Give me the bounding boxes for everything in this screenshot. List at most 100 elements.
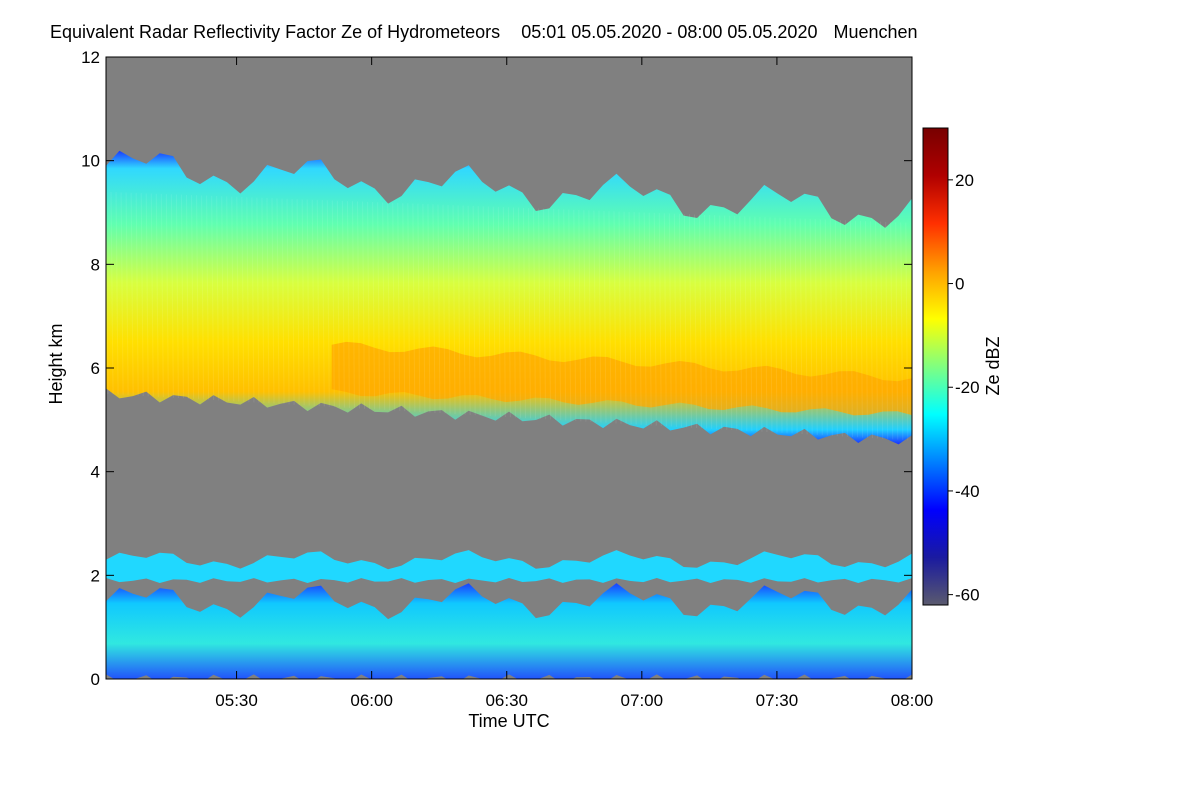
fall-streak: [543, 208, 547, 420]
fall-streak: [578, 210, 582, 422]
fall-streak: [477, 206, 481, 416]
fall-streak: [839, 220, 843, 437]
fall-streak: [824, 219, 828, 436]
fall-streak: [623, 211, 627, 424]
fall-streak: [683, 214, 687, 428]
fall-streak: [472, 205, 476, 416]
fall-streak: [809, 218, 813, 435]
x-tick-label: 08:00: [891, 691, 934, 710]
fall-streak: [382, 202, 386, 410]
fall-streak: [301, 199, 305, 406]
fall-streak: [120, 192, 124, 395]
title-main: Equivalent Radar Reflectivity Factor Ze …: [50, 22, 501, 42]
fall-streak: [512, 207, 516, 418]
colorbar-tick-label: 20: [955, 171, 974, 190]
fall-streak: [236, 196, 240, 402]
fall-streak: [397, 203, 401, 411]
fall-streak: [155, 193, 159, 397]
fall-streak: [150, 193, 154, 397]
fall-streak: [860, 220, 863, 438]
fall-streak: [246, 197, 250, 403]
fall-streak: [437, 204, 441, 414]
fall-streak: [528, 208, 532, 419]
fall-streak: [206, 195, 210, 400]
fall-streak: [608, 211, 612, 424]
y-tick-label: 12: [81, 48, 100, 67]
fall-streak: [482, 206, 486, 416]
fall-streak: [804, 218, 808, 435]
fall-streak: [367, 201, 371, 410]
x-tick-label: 07:30: [756, 691, 799, 710]
fall-streak: [336, 200, 340, 408]
x-tick-label: 06:30: [485, 691, 528, 710]
fall-streak: [794, 218, 798, 434]
fall-streak: [603, 210, 607, 423]
fall-streak: [865, 221, 869, 438]
fall-streak: [357, 201, 360, 409]
fall-streak: [271, 198, 275, 404]
fall-streak: [648, 212, 652, 426]
x-tick-label: 06:00: [350, 691, 393, 710]
fall-streak: [789, 218, 793, 434]
fall-streak: [266, 197, 270, 404]
fall-streak: [517, 207, 521, 418]
y-tick-label: 10: [81, 152, 100, 171]
fall-streak: [140, 193, 144, 396]
fall-streak: [372, 202, 376, 410]
fall-streak: [402, 203, 406, 412]
fall-streak: [834, 219, 838, 437]
fall-streak: [558, 209, 562, 421]
fall-streak: [653, 212, 657, 426]
title-location: Muenchen: [833, 22, 918, 42]
fall-streak: [432, 204, 436, 413]
fall-streak: [854, 220, 858, 438]
fall-streak: [663, 213, 667, 427]
fall-streak: [885, 221, 889, 440]
y-tick-label: 2: [91, 566, 100, 585]
fall-streak: [814, 219, 818, 435]
fall-streak: [714, 215, 718, 430]
fall-streak: [507, 207, 511, 418]
fall-streak: [170, 194, 174, 398]
chart-title: Equivalent Radar Reflectivity Factor Ze …: [50, 22, 934, 43]
fall-streak: [628, 211, 632, 425]
fall-streak: [734, 216, 738, 431]
fall-streak: [452, 205, 456, 415]
colorbar-tick-label: -20: [955, 378, 980, 397]
fall-streak: [261, 197, 265, 403]
colorbar-tick-label: 0: [955, 275, 964, 294]
fall-streak: [779, 217, 783, 433]
fall-streak: [165, 194, 169, 398]
fall-streak: [749, 216, 753, 432]
fall-streak: [774, 217, 778, 433]
fall-streak: [613, 211, 617, 424]
fall-streak: [870, 221, 874, 439]
fall-streak: [125, 192, 129, 396]
fall-streak: [422, 203, 426, 413]
fall-streak: [442, 204, 446, 414]
x-tick-label: 05:30: [215, 691, 258, 710]
fall-streak: [784, 217, 788, 434]
fall-streak: [296, 199, 300, 405]
fall-streak: [211, 195, 215, 401]
fall-streak: [799, 218, 803, 435]
fall-streak: [759, 216, 763, 432]
fall-streak: [764, 217, 768, 433]
fall-streak: [256, 197, 260, 403]
colorbar-ticks: 20 0 -20 -40 -60: [948, 171, 980, 605]
fall-streak: [688, 214, 692, 428]
fall-streak: [548, 208, 552, 420]
fall-streak: [709, 215, 713, 429]
fall-streak: [618, 211, 622, 424]
boundary-layer: [106, 583, 912, 679]
fall-streak: [492, 206, 496, 417]
fall-streak: [311, 199, 315, 406]
fall-streak: [331, 200, 335, 408]
fall-streak: [115, 192, 119, 395]
fall-streak: [412, 203, 416, 412]
colorbar: [922, 127, 949, 606]
fall-streak: [593, 210, 597, 423]
fall-streak: [216, 196, 220, 401]
fall-streak: [568, 209, 572, 421]
